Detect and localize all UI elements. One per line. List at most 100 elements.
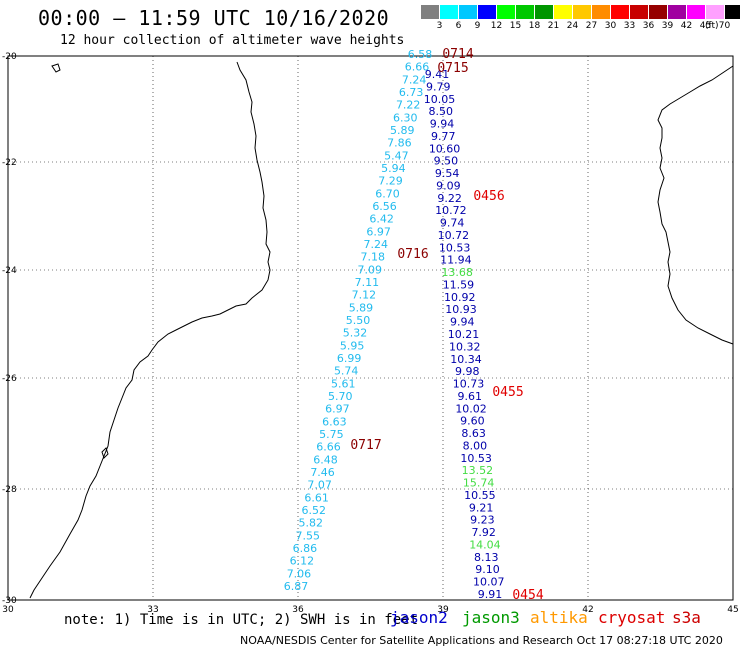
lat-tick-label: -28 (2, 485, 17, 495)
colorbar-swatch (535, 5, 554, 19)
swh-value-west: 6.66 (405, 61, 430, 74)
colorbar-label: 30 (604, 21, 617, 31)
colorbar-swatch (725, 5, 740, 19)
colorbar-label: 39 (661, 21, 674, 31)
swh-value-east: 8.63 (461, 427, 486, 440)
swh-value-west: 6.97 (325, 403, 350, 416)
swh-value-west: 5.50 (346, 314, 371, 327)
swh-value-west: 6.86 (293, 542, 318, 555)
swh-value-east: 10.02 (455, 402, 487, 415)
swh-value-east: 11.59 (443, 278, 475, 291)
colorbar-swatch (668, 5, 687, 19)
colorbar-label: 21 (547, 21, 560, 31)
legend-item-altika: altika (530, 608, 588, 627)
colorbar-swatch (440, 5, 459, 19)
swh-value-east: 9.09 (436, 179, 461, 192)
pass-time-label: 0714 (442, 47, 473, 62)
swh-value-west: 5.32 (343, 327, 368, 340)
colorbar-swatch (649, 5, 668, 19)
swh-value-east: 10.60 (429, 142, 461, 155)
pass-time-label: 0715 (437, 61, 468, 76)
swh-value-east: 9.61 (458, 390, 483, 403)
swh-value-east: 10.05 (424, 93, 456, 106)
swh-value-west: 6.66 (316, 441, 341, 454)
swh-value-west: 7.06 (287, 567, 312, 580)
swh-value-east: 8.50 (429, 105, 454, 118)
lake-shape (101, 447, 109, 459)
swh-value-west: 7.07 (307, 479, 332, 492)
swh-value-west: 7.24 (402, 73, 427, 86)
swh-value-east: 9.94 (450, 316, 475, 329)
colorbar-label: 33 (623, 21, 636, 31)
pass-time-label: 0456 (473, 189, 504, 204)
swh-value-west: 5.61 (331, 377, 356, 390)
swh-value-west: 7.18 (361, 251, 386, 264)
swh-value-west: 6.30 (393, 111, 418, 124)
swh-value-west: 6.12 (290, 555, 315, 568)
lat-tick-label: -22 (2, 158, 17, 168)
lon-tick-label: 39 (437, 605, 449, 615)
colorbar-swatch (421, 5, 440, 19)
swh-value-west: 7.24 (363, 238, 388, 251)
swh-value-west: 5.82 (299, 517, 324, 530)
swh-value-east: 9.79 (426, 80, 451, 93)
colorbar-swatch (478, 5, 497, 19)
footer-note: note: 1) Time is in UTC; 2) SWH is in fe… (64, 612, 419, 628)
colorbar-swatch (687, 5, 706, 19)
swh-value-west: 6.63 (322, 415, 347, 428)
swh-value-west: 6.70 (375, 187, 400, 200)
swh-value-west: 6.58 (408, 48, 433, 61)
swh-value-east: 9.23 (470, 514, 495, 527)
colorbar-label: 18 (528, 21, 541, 31)
swh-value-west: 7.22 (396, 99, 421, 112)
swh-value-east: 9.60 (460, 415, 485, 428)
inlet-shape (51, 63, 61, 73)
swh-value-west: 5.47 (384, 149, 409, 162)
track-west: 6.586.667.246.737.226.305.897.865.475.94… (284, 48, 433, 593)
swh-value-west: 7.09 (358, 263, 383, 276)
colorbar-swatch (706, 5, 725, 19)
swh-value-east: 10.72 (435, 204, 467, 217)
wave-height-colorbar (421, 5, 740, 19)
lon-tick-label: 42 (582, 605, 593, 615)
lon-tick-label: 30 (2, 605, 14, 615)
swh-value-east: 13.52 (462, 464, 494, 477)
swh-value-west: 7.46 (310, 466, 335, 479)
swh-value-west: 7.86 (387, 137, 412, 150)
colorbar-unit: (ft) (705, 21, 719, 31)
swh-value-east: 10.92 (444, 291, 476, 304)
swh-value-east: 10.93 (445, 303, 477, 316)
colorbar-labels: 3 6 9 12 15 18 21 24 27 30 33 36 39 42 45 70 (421, 21, 734, 31)
lon-tick-label: 33 (147, 605, 158, 615)
track-east: 9.419.7910.058.509.949.7710.609.509.549.… (424, 68, 505, 601)
africa-coastline (29, 61, 271, 599)
colorbar-label: 27 (585, 21, 598, 31)
colorbar-swatch (592, 5, 611, 19)
map-frame (7, 55, 734, 601)
swh-value-east: 9.50 (434, 155, 459, 168)
swh-value-west: 5.70 (328, 390, 353, 403)
swh-value-east: 10.53 (460, 452, 492, 465)
lat-tick-label: -24 (2, 266, 17, 276)
swh-value-west: 5.94 (381, 162, 406, 175)
swh-value-east: 13.68 (441, 266, 473, 279)
swh-value-east: 9.98 (455, 365, 480, 378)
legend-item-s3a: s3a (672, 608, 701, 627)
swh-value-east: 14.04 (469, 538, 501, 551)
colorbar-label: 9 (474, 21, 481, 31)
lon-tick-label: 45 (727, 605, 738, 615)
swh-value-west: 7.29 (378, 175, 403, 188)
coastline (29, 61, 734, 599)
swh-value-west: 7.55 (296, 529, 321, 542)
chart-title: 00:00 – 11:59 UTC 10/16/2020 (38, 6, 390, 30)
colorbar-label: 45 (699, 21, 712, 31)
colorbar-swatch (573, 5, 592, 19)
swh-value-east: 8.13 (474, 551, 499, 564)
axis-ticks: 30 33 36 39 42 45 -20 -22 -24 -26 -28 -30 (2, 52, 739, 615)
swh-value-east: 10.53 (439, 241, 471, 254)
legend-item-jason3: jason3 (462, 608, 520, 627)
colorbar-swatch (516, 5, 535, 19)
madagascar-coastline (657, 65, 734, 345)
swh-value-east: 9.77 (431, 130, 456, 143)
